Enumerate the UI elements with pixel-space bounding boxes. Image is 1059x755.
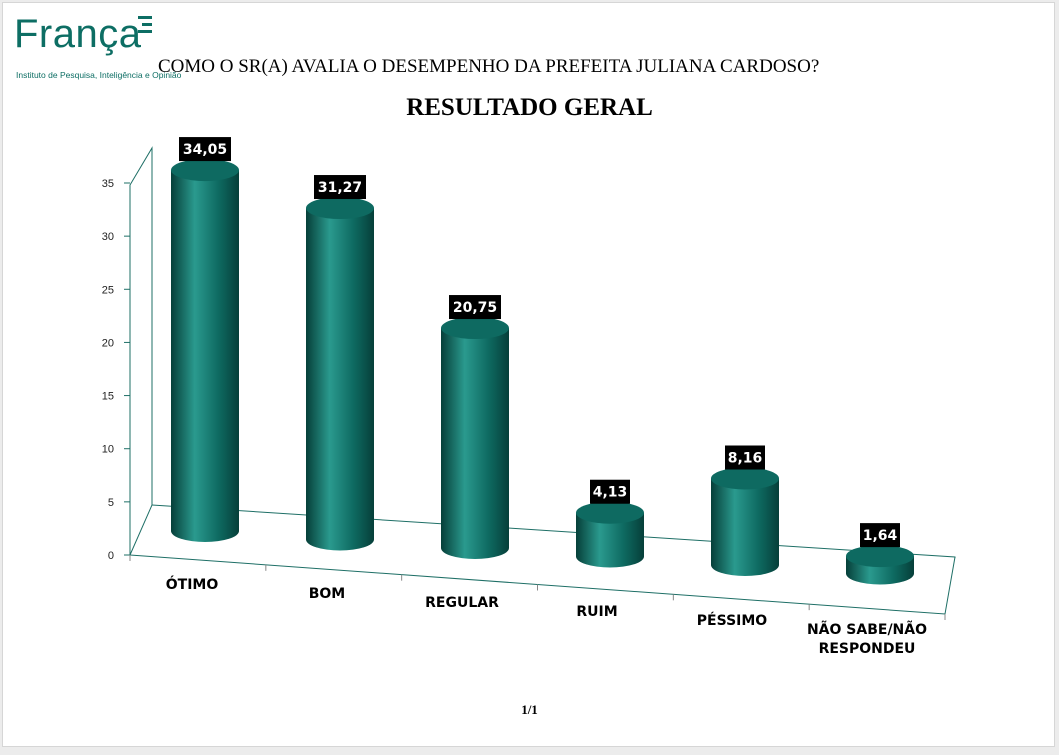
bar-top [576,501,644,524]
chart-subtitle: RESULTADO GERAL [406,94,653,121]
franca-logo: França Instituto de Pesquisa, Inteligênc… [14,12,181,84]
page-number: 1/1 [521,702,538,717]
data-label-box [590,479,630,504]
bar-top [846,545,914,568]
data-label: 20,75 [453,300,497,316]
logo-wordmark: França [14,12,142,56]
category-label: BOM [309,586,346,602]
bar [306,208,374,551]
question-title: COMO O SR(A) AVALIA O DESEMPENHO DA PREF… [158,56,820,77]
bar-top [711,467,779,490]
data-label: 31,27 [318,180,362,196]
data-label: 4,13 [593,485,628,501]
category-label: RUIM [576,604,617,620]
y-tick-label: 5 [108,497,114,509]
data-label: 1,64 [863,528,898,544]
chart-side-wall [129,146,153,556]
bar [441,328,509,559]
chart-back-floor-edge [151,504,956,558]
data-label-box [725,445,765,470]
bar-top [171,159,239,182]
data-label-box [179,137,231,162]
logo-subtitle: Instituto de Pesquisa, Inteligência e Op… [16,70,182,80]
data-label-box [860,523,900,548]
logo-lines-icon [138,16,152,37]
y-tick-label: 25 [102,284,114,296]
category-label: PÉSSIMO [697,612,768,629]
category-label: RESPONDEU [819,641,916,657]
y-tick-label: 15 [102,391,114,403]
data-label: 8,16 [728,451,763,467]
bar [171,170,239,542]
bar [576,512,644,568]
y-tick-label: 10 [102,444,114,456]
bar [711,478,779,576]
data-label-box [314,175,366,200]
bar-top [441,317,509,340]
data-label: 34,05 [183,142,227,158]
bar-top [306,197,374,220]
category-label: REGULAR [425,595,499,611]
y-tick-label: 35 [102,178,114,190]
y-tick-label: 0 [108,550,114,562]
category-label: ÓTIMO [166,575,219,593]
category-label: NÃO SABE/NÃO [807,621,927,638]
data-label-box [449,295,501,320]
y-tick-label: 20 [102,337,114,349]
chart-floor-edge [129,554,956,615]
y-tick-label: 30 [102,231,114,243]
